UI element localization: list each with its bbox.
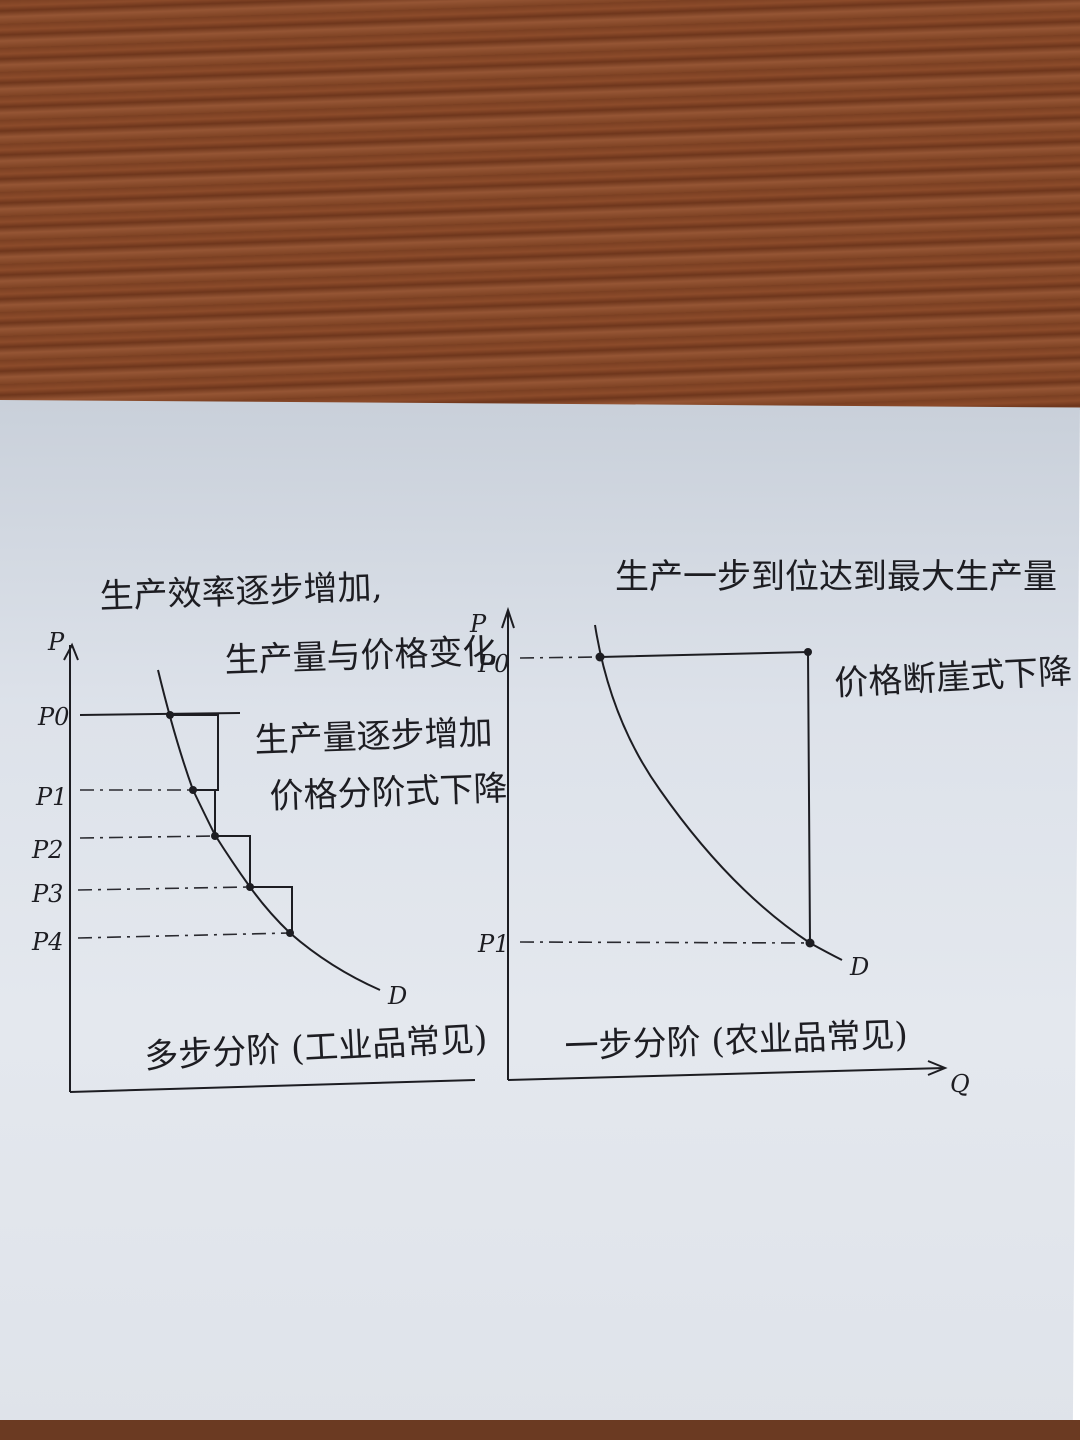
- right-label-p1: P1: [477, 930, 509, 958]
- note-max-output: 生产一步到位达到最大生产量: [615, 557, 1057, 597]
- right-point-corner: [804, 648, 812, 656]
- p0-line: [79, 712, 241, 716]
- table-edge: [0, 1420, 1080, 1440]
- left-x-axis: [69, 1079, 476, 1093]
- right-p1-dash: [519, 941, 811, 944]
- point-p1: [189, 786, 197, 794]
- right-x-arrow-icon: [927, 1060, 948, 1076]
- point-p2: [211, 832, 219, 840]
- right-curve-label-d: D: [849, 953, 869, 981]
- price-steps: [170, 714, 293, 933]
- p2-dash: [79, 835, 216, 839]
- right-demand-curve: [594, 624, 843, 961]
- note-efficiency: 生产效率逐步增加,: [99, 567, 383, 617]
- right-axis-label-q: Q: [950, 1070, 970, 1098]
- right-diagram: P P0 P1 D Q 生产一步到位达到最大生产量 价格断崖式下降 一步分阶 (…: [469, 557, 1073, 1098]
- right-label-p0: P0: [477, 650, 509, 678]
- left-caption: 多步分阶 (工业品常见): [143, 1019, 488, 1077]
- right-p0-dash: [519, 656, 601, 659]
- left-y-arrow-icon: [63, 642, 79, 661]
- left-diagram: P P0 P1 P2 P3 P4 D 生产效率逐步增加, 生产量与价格变化 生产…: [31, 567, 508, 1093]
- right-point-p1: [805, 938, 815, 948]
- right-axis-label-p: P: [469, 610, 487, 638]
- right-point-p0: [595, 652, 605, 662]
- note-cliff-decline: 价格断崖式下降: [833, 652, 1073, 704]
- point-p3: [246, 883, 254, 891]
- right-x-axis: [507, 1067, 946, 1081]
- right-caption: 一步分阶 (农业品常见): [564, 1015, 909, 1067]
- left-demand-curve: [157, 669, 381, 991]
- note-output-price: 生产量与价格变化: [224, 632, 497, 681]
- cliff-drop-lines: [599, 650, 811, 944]
- label-p2: P2: [31, 836, 63, 864]
- label-p0: P0: [37, 703, 69, 731]
- p3-dash: [77, 886, 251, 891]
- point-p4: [286, 929, 294, 937]
- point-p0: [166, 711, 174, 719]
- label-p4: P4: [31, 928, 63, 956]
- note-output-increase: 生产量逐步增加: [254, 713, 493, 761]
- p4-dash: [77, 932, 291, 939]
- left-curve-label-d: D: [387, 982, 407, 1010]
- note-step-decline: 价格分阶式下降: [269, 769, 508, 817]
- left-axis-label-p: P: [47, 628, 65, 656]
- right-y-arrow-icon: [501, 606, 515, 629]
- label-p3: P3: [31, 880, 63, 908]
- wooden-table: [0, 0, 1080, 410]
- label-p1: P1: [35, 783, 67, 811]
